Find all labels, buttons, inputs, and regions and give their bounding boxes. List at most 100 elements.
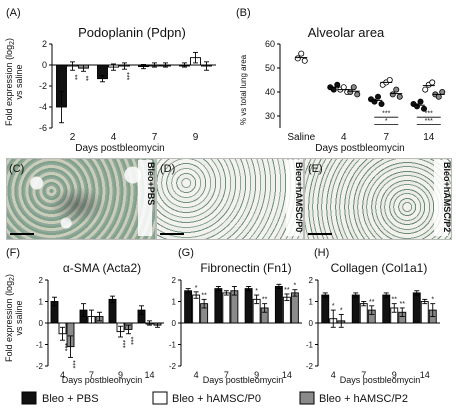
- significance-mark-f: ***: [69, 360, 76, 368]
- significance-mark-b: *: [385, 118, 388, 125]
- bar-h: [420, 301, 429, 324]
- data-point-b: [301, 57, 308, 64]
- micrograph-label-bg-e: [434, 160, 448, 236]
- y-tick-label-h: -2: [306, 362, 314, 371]
- chart-title-alveolar: Alveolar area: [308, 25, 385, 40]
- bar-h: [321, 294, 330, 324]
- significance-mark-h: *: [431, 297, 434, 304]
- x-tick-label-f: 4: [60, 370, 65, 380]
- micrograph-label-bg-c: [138, 160, 152, 236]
- y-tick-label-b: 60: [265, 39, 275, 49]
- data-point-b: [386, 77, 393, 84]
- y-axis-label-f-line2: vs saline: [14, 300, 24, 335]
- data-point-b: [422, 86, 429, 93]
- y-tick-label-h: -1: [306, 341, 314, 350]
- panel-letter-c: (C): [9, 163, 24, 175]
- bar-h: [412, 292, 421, 324]
- y-tick-label-b: 30: [265, 111, 275, 121]
- data-point-b: [350, 84, 357, 91]
- data-point-b: [298, 50, 305, 57]
- significance-mark-g: *: [195, 285, 198, 292]
- bar-g: [244, 288, 253, 324]
- y-tick-label-b: 50: [265, 63, 275, 73]
- significance-mark-a: **: [71, 75, 78, 81]
- bar-g: [282, 296, 291, 324]
- micrograph-bleo-pbs: [6, 158, 156, 240]
- significance-mark-f: ***: [127, 337, 134, 345]
- data-point-b: [417, 98, 424, 105]
- y-axis-label-a-line2: vs saline: [14, 64, 24, 99]
- data-point-b: [413, 103, 420, 110]
- x-tick-label-a: 9: [193, 132, 199, 143]
- significance-mark-g: *: [294, 283, 297, 290]
- significance-mark-a: ***: [123, 72, 130, 80]
- x-tick-label-a: 2: [70, 132, 76, 143]
- y-tick-label-a: -2: [39, 81, 47, 91]
- chart-title-acta2: α-SMA (Acta2): [63, 261, 141, 275]
- data-point-b: [334, 81, 341, 88]
- significance-mark-h: **: [369, 299, 375, 306]
- bar-g: [214, 288, 223, 324]
- data-point-b: [393, 86, 400, 93]
- legend-label-p0: Bleo + hAMSC/P0: [172, 393, 261, 405]
- bar-h: [351, 294, 360, 324]
- y-tick-label-a: 0: [42, 60, 47, 70]
- significance-mark-f: ***: [61, 343, 68, 351]
- significance-mark-h: *: [340, 307, 343, 314]
- data-point-b: [374, 93, 381, 100]
- bar-g: [222, 292, 231, 324]
- x-tick-label-b: Saline: [287, 132, 315, 143]
- panel-letter-a: (A): [6, 7, 21, 19]
- x-axis-label-f: Days postbleomycin: [62, 375, 143, 385]
- legend-swatch-p2: [299, 391, 315, 405]
- micrograph-bleo-hamsc-p2: [304, 158, 452, 240]
- data-point-b: [330, 86, 337, 93]
- y-tick-label-g: 2: [172, 276, 177, 285]
- y-tick-label-f: -1: [36, 341, 44, 350]
- panel-letter-h: (H): [314, 247, 329, 259]
- bar-g: [184, 290, 193, 324]
- significance-mark-b: ***: [425, 111, 433, 118]
- y-tick-label-f: 0: [39, 319, 44, 328]
- x-tick-label-h: 7: [361, 370, 366, 380]
- x-tick-label-f: 7: [89, 370, 94, 380]
- y-tick-label-f: -2: [36, 362, 44, 371]
- bar-g: [192, 294, 201, 324]
- y-tick-label-b: 40: [265, 87, 275, 97]
- y-axis-label-b: % vs total lung area: [239, 54, 248, 125]
- x-tick-label-g: 4: [194, 370, 199, 380]
- y-tick-label-g: -1: [169, 341, 177, 350]
- data-point-b: [294, 55, 301, 62]
- x-tick-label-h: 14: [420, 370, 430, 380]
- micrograph-label-bg-d: [286, 160, 300, 236]
- data-point-b: [354, 91, 361, 98]
- bar-g: [274, 286, 283, 324]
- y-tick-label-f: 2: [39, 276, 44, 285]
- x-tick-label-g: 7: [224, 370, 229, 380]
- y-tick-label-h: 1: [309, 298, 314, 307]
- legend-swatch-pbs: [21, 391, 37, 405]
- y-tick-label-h: 2: [309, 276, 314, 285]
- x-axis-label-h: Days postbleomycin: [340, 375, 421, 385]
- significance-mark-g: **: [201, 292, 207, 299]
- data-point-b: [389, 91, 396, 98]
- x-axis-label-a: Days postbleomycin: [75, 143, 164, 154]
- panel-letter-f: (F): [6, 247, 20, 259]
- x-tick-label-h: 9: [392, 370, 397, 380]
- x-tick-label-f: 9: [118, 370, 123, 380]
- y-axis-label-f: Fold expression (log2): [4, 274, 16, 362]
- micrograph-label-d: Bleo+hAMSC/P0: [294, 162, 304, 232]
- bar-h: [359, 303, 368, 324]
- x-tick-label-a: 4: [111, 132, 117, 143]
- significance-mark-f: ***: [119, 340, 126, 348]
- x-tick-label-a: 7: [152, 132, 158, 143]
- significance-mark-h: **: [400, 301, 406, 308]
- significance-mark-g: *: [255, 288, 258, 295]
- x-axis-label-g: Days postbleomycin: [203, 375, 284, 385]
- data-point-b: [340, 84, 347, 91]
- x-tick-label-b: 7: [383, 132, 389, 143]
- legend-label-p2: Bleo + hAMSC/P2: [319, 393, 408, 405]
- significance-mark-h: **: [392, 297, 398, 304]
- micrograph-label-e: Bleo+hAMSC/P2: [442, 162, 452, 232]
